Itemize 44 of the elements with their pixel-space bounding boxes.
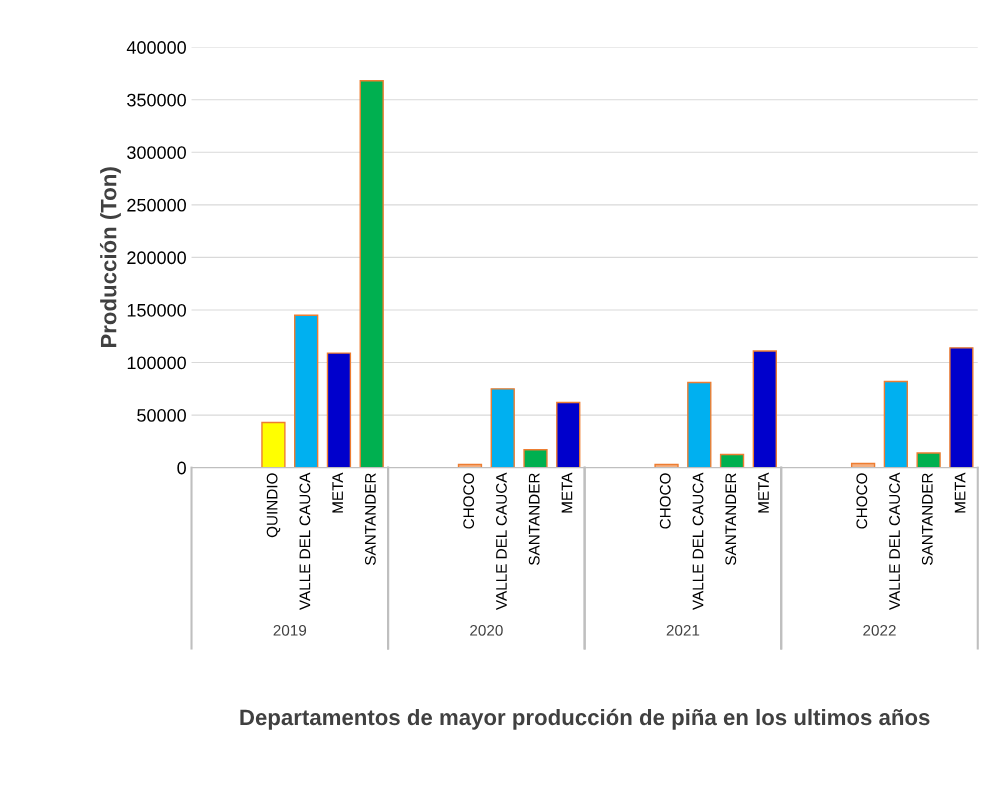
x-tick-label: VALLE DEL CAUCA xyxy=(496,472,507,611)
bar xyxy=(261,421,286,468)
y-tick-label: 50000 xyxy=(137,409,186,422)
y-tick-label: 0 xyxy=(177,461,186,475)
bar xyxy=(523,449,548,468)
y-tick-label: 400000 xyxy=(126,41,186,54)
y-tick-label: 100000 xyxy=(127,356,186,370)
y-axis-title: Producción (Ton) xyxy=(99,167,121,348)
x-tick-label: CHOCO xyxy=(463,473,475,529)
bar xyxy=(556,401,581,468)
bar xyxy=(883,380,909,468)
x-tick-label: CHOCO xyxy=(856,473,868,529)
y-tick-label: 350000 xyxy=(127,93,186,107)
y-tick-label: 250000 xyxy=(127,198,186,212)
x-tick-label: CHOCO xyxy=(659,473,671,529)
x-tick-label: META xyxy=(758,472,769,513)
bar xyxy=(916,452,941,468)
text: 2021 xyxy=(666,624,700,636)
text: 2022 xyxy=(863,624,896,636)
bar xyxy=(326,352,352,468)
x-tick-label: VALLE DEL CAUCA xyxy=(299,472,311,611)
bar xyxy=(687,381,712,468)
x-tick-label: META xyxy=(332,472,343,513)
x-tick-label: SANTANDER xyxy=(364,473,376,565)
y-tick-label: 300000 xyxy=(127,146,186,160)
bar xyxy=(359,80,384,468)
y-tick-label: 150000 xyxy=(127,303,186,317)
text: 2019 xyxy=(273,624,307,636)
x-axis-title: Departamentos de mayor producción de piña en los ultimos años xyxy=(240,708,930,730)
text: 2020 xyxy=(470,624,503,636)
bar xyxy=(949,347,974,468)
x-tick-label: META xyxy=(954,472,966,513)
y-tick-label: 200000 xyxy=(127,251,186,265)
x-tick-label: VALLE DEL CAUCA xyxy=(889,472,900,611)
bar xyxy=(294,314,319,468)
bar xyxy=(719,453,745,468)
x-tick-label: META xyxy=(561,472,573,513)
x-tick-label: VALLE DEL CAUCA xyxy=(692,472,704,611)
x-tick-label: SANTANDER xyxy=(921,473,933,565)
bar xyxy=(490,388,515,468)
x-tick-label: SANTANDER xyxy=(528,473,540,565)
x-tick-label: QUINDIO xyxy=(266,473,281,538)
bar xyxy=(752,350,777,468)
x-tick-label: SANTANDER xyxy=(725,473,737,565)
